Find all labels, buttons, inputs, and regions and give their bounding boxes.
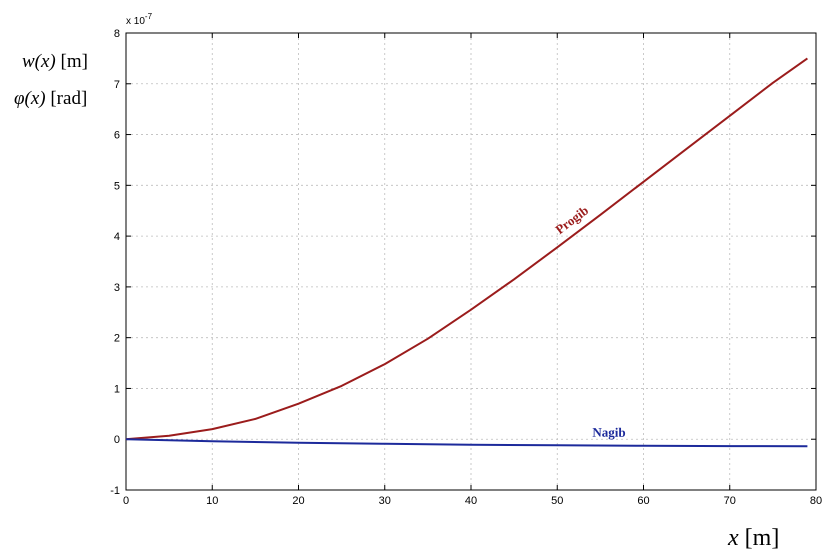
y-tick-label: 3 [114,282,120,294]
y-tick-label: 7 [114,79,120,91]
x-tick-label: 60 [637,495,649,507]
y-tick-label: 2 [114,333,120,345]
series-line-progib [125,57,808,441]
x-tick-label: 10 [206,495,218,507]
series-label-nagib: Nagib [592,425,625,440]
x-tick-label: 30 [379,495,391,507]
series-line-nagib [125,438,808,448]
x-tick-label: 50 [551,495,563,507]
plot-frame [125,32,817,491]
x-tick-label: 0 [123,495,129,507]
y-tick-label: -1 [110,485,120,497]
y-tick-label: 4 [114,231,120,243]
y-tick-label: 1 [114,383,120,395]
y-axis-label-line2: φ(x) [rad] [14,88,87,109]
x-tick-label: 40 [465,495,477,507]
y-tick-label: 5 [114,180,120,192]
grid [126,33,816,490]
x-tick-label: 20 [292,495,304,507]
series-label-progib: Progib [552,203,591,237]
y-tick-label: 8 [114,28,120,40]
x-tick-label: 80 [810,495,822,507]
y-multiplier: x 10-7 [126,12,153,27]
y-tick-label: 0 [114,434,120,446]
y-axis-label-line1: w(x) [m] [22,51,88,72]
x-tick-label: 70 [724,495,736,507]
x-axis-label: x [m] [727,525,779,551]
y-tick-label: 6 [114,130,120,142]
